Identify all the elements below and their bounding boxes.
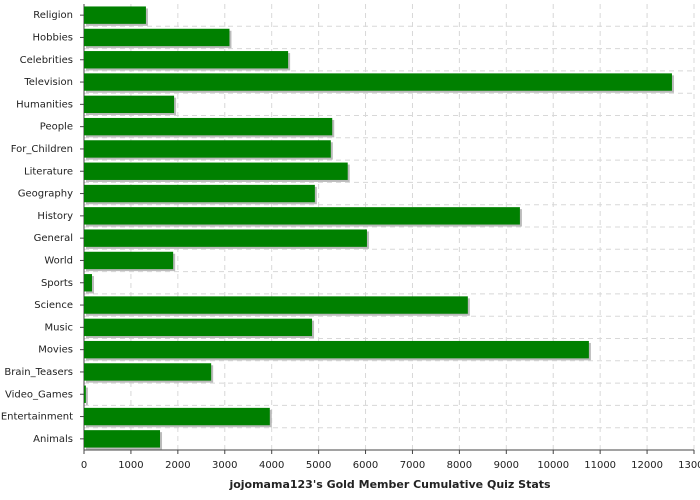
x-tick-label: 7000 — [400, 460, 425, 471]
x-tick-label: 11000 — [584, 460, 616, 471]
y-tick-label: Video_Games — [5, 389, 73, 400]
bar — [84, 274, 92, 292]
y-tick-label: World — [44, 255, 73, 266]
bar-shadow — [86, 387, 88, 405]
y-tick-label: Literature — [24, 166, 73, 177]
x-tick-label: 6000 — [353, 460, 378, 471]
x-tick-label: 0 — [81, 460, 87, 471]
y-tick-label: Animals — [33, 434, 73, 445]
x-tick-label: 5000 — [306, 460, 331, 471]
y-tick-label: Sports — [41, 278, 73, 289]
bar — [84, 95, 175, 114]
y-tick-label: General — [34, 233, 73, 244]
y-tick-label: Television — [23, 77, 73, 88]
x-tick-label: 13000 — [678, 460, 700, 471]
bar — [84, 318, 313, 337]
chart-title: jojomama123's Gold Member Cumulative Qui… — [228, 478, 551, 491]
x-tick-label: 3000 — [212, 460, 237, 471]
bar — [84, 430, 161, 448]
y-tick-label: Hobbies — [33, 32, 73, 43]
bar — [84, 117, 333, 136]
bar — [84, 251, 174, 270]
bar — [84, 28, 230, 47]
y-tick-label: People — [40, 122, 73, 133]
x-tick-label: 9000 — [494, 460, 519, 471]
y-tick-label: For_Children — [11, 144, 73, 155]
bar — [84, 363, 212, 381]
y-tick-label: Movies — [38, 345, 73, 356]
x-tick-label: 8000 — [447, 460, 472, 471]
bar — [84, 51, 289, 69]
y-tick-label: Celebrities — [20, 55, 73, 66]
x-tick-label: 2000 — [165, 460, 190, 471]
x-tick-label: 12000 — [631, 460, 663, 471]
bar — [84, 385, 86, 403]
y-tick-label: Entertainment — [1, 412, 73, 423]
x-tick-label: 4000 — [259, 460, 284, 471]
bar — [84, 207, 520, 225]
x-tick-label: 1000 — [118, 460, 143, 471]
y-tick-label: Geography — [18, 189, 73, 200]
bar — [84, 162, 348, 180]
y-tick-label: Science — [34, 300, 73, 311]
x-tick-label: 10000 — [537, 460, 569, 471]
bar — [84, 340, 589, 359]
bar — [84, 407, 270, 426]
bar — [84, 296, 468, 314]
y-tick-label: Humanities — [16, 99, 73, 110]
y-tick-label: Religion — [33, 10, 73, 21]
y-tick-label: Music — [45, 322, 73, 333]
bar — [84, 140, 331, 158]
bar — [84, 73, 672, 91]
bar — [84, 229, 367, 247]
bar — [84, 184, 315, 203]
y-tick-label: History — [37, 211, 73, 222]
bar — [84, 6, 146, 24]
y-tick-label: Brain_Teasers — [4, 367, 73, 378]
